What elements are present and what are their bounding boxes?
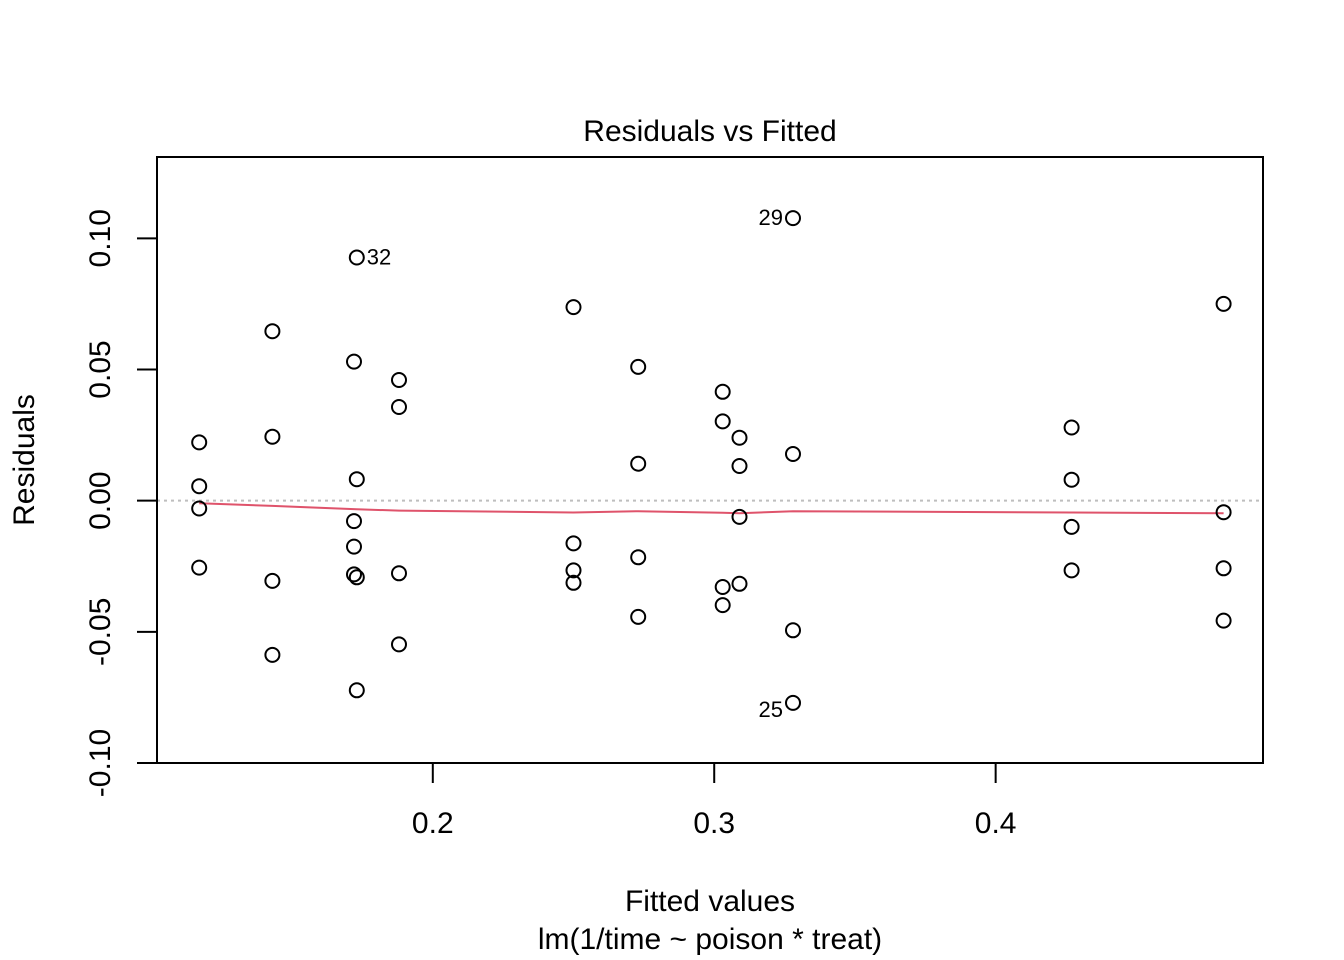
- point-label: 25: [759, 697, 783, 722]
- data-point: [785, 446, 801, 462]
- data-point: [348, 471, 365, 488]
- smooth-line-group: [199, 502, 1224, 515]
- data-point: [1063, 562, 1080, 579]
- data-point: [264, 572, 281, 589]
- data-point: [565, 535, 582, 552]
- x-axis: 0.2 0.3 0.4: [412, 763, 1017, 840]
- y-tick-label: -0.05: [84, 598, 117, 666]
- y-tick-label: -0.10: [84, 729, 117, 797]
- data-point: [346, 353, 362, 370]
- x-tick-label: 0.2: [412, 807, 454, 840]
- data-point: [1215, 504, 1232, 521]
- data-point: [391, 636, 407, 653]
- data-point: [630, 358, 647, 375]
- x-axis-subtitle: lm(1/time ~ poison * treat): [538, 923, 882, 956]
- point-label: 29: [759, 205, 783, 230]
- data-point: [731, 458, 748, 474]
- data-point: [785, 622, 801, 639]
- data-point: [391, 372, 407, 388]
- data-point: [630, 549, 647, 566]
- point-label: 32: [367, 245, 391, 270]
- y-tick-label: 0.10: [84, 209, 117, 267]
- data-point: [391, 399, 407, 415]
- data-point: [1215, 295, 1232, 312]
- points-group: [191, 210, 1232, 711]
- data-point: [1215, 612, 1232, 629]
- data-point: [714, 383, 731, 400]
- data-point: [714, 579, 731, 595]
- data-point: [346, 566, 362, 583]
- data-point: [191, 478, 208, 495]
- y-axis-label: Residuals: [8, 394, 41, 526]
- data-point: [191, 434, 208, 451]
- data-point: [348, 569, 365, 586]
- data-point: [565, 574, 582, 591]
- data-point: [346, 513, 362, 530]
- data-point: [714, 597, 731, 614]
- data-point: [731, 575, 748, 592]
- data-point: [1215, 560, 1232, 577]
- data-point: [630, 608, 647, 625]
- data-point: [1063, 518, 1080, 535]
- data-point: [785, 210, 801, 227]
- data-point: [565, 562, 582, 579]
- data-point: [346, 538, 362, 555]
- data-point: [731, 429, 748, 446]
- data-point: [264, 646, 281, 663]
- x-axis-label: Fitted values: [625, 885, 795, 918]
- data-point: [191, 500, 208, 517]
- x-tick-label: 0.4: [975, 807, 1017, 840]
- data-point: [714, 413, 731, 430]
- y-axis: -0.10 -0.05 0.00 0.05 0.10: [84, 209, 158, 797]
- data-point: [731, 508, 748, 525]
- data-point: [264, 323, 281, 340]
- data-point: [191, 559, 208, 576]
- data-point: [1063, 471, 1080, 488]
- data-point: [348, 249, 365, 266]
- data-point: [1063, 419, 1080, 436]
- data-point: [565, 299, 582, 316]
- data-point: [391, 565, 407, 582]
- data-point: [630, 455, 647, 472]
- y-tick-label: 0.00: [84, 472, 117, 530]
- data-point: [785, 694, 801, 711]
- data-point: [264, 428, 281, 445]
- chart-title: Residuals vs Fitted: [583, 115, 836, 148]
- x-tick-label: 0.3: [693, 807, 735, 840]
- plot-frame: [156, 156, 1264, 764]
- point-labels-group: 32 29 25: [367, 205, 783, 722]
- y-tick-label: 0.05: [84, 340, 117, 398]
- data-point: [348, 682, 365, 699]
- smooth-line: [199, 502, 1224, 515]
